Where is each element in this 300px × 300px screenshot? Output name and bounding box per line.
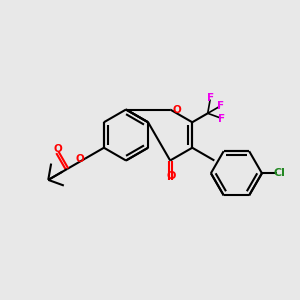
Text: O: O bbox=[75, 154, 84, 164]
Text: F: F bbox=[218, 113, 226, 124]
Text: F: F bbox=[207, 93, 214, 103]
Text: F: F bbox=[217, 101, 224, 111]
Text: O: O bbox=[172, 105, 181, 116]
Text: Cl: Cl bbox=[274, 168, 286, 178]
Text: O: O bbox=[166, 171, 176, 181]
Text: O: O bbox=[53, 144, 62, 154]
